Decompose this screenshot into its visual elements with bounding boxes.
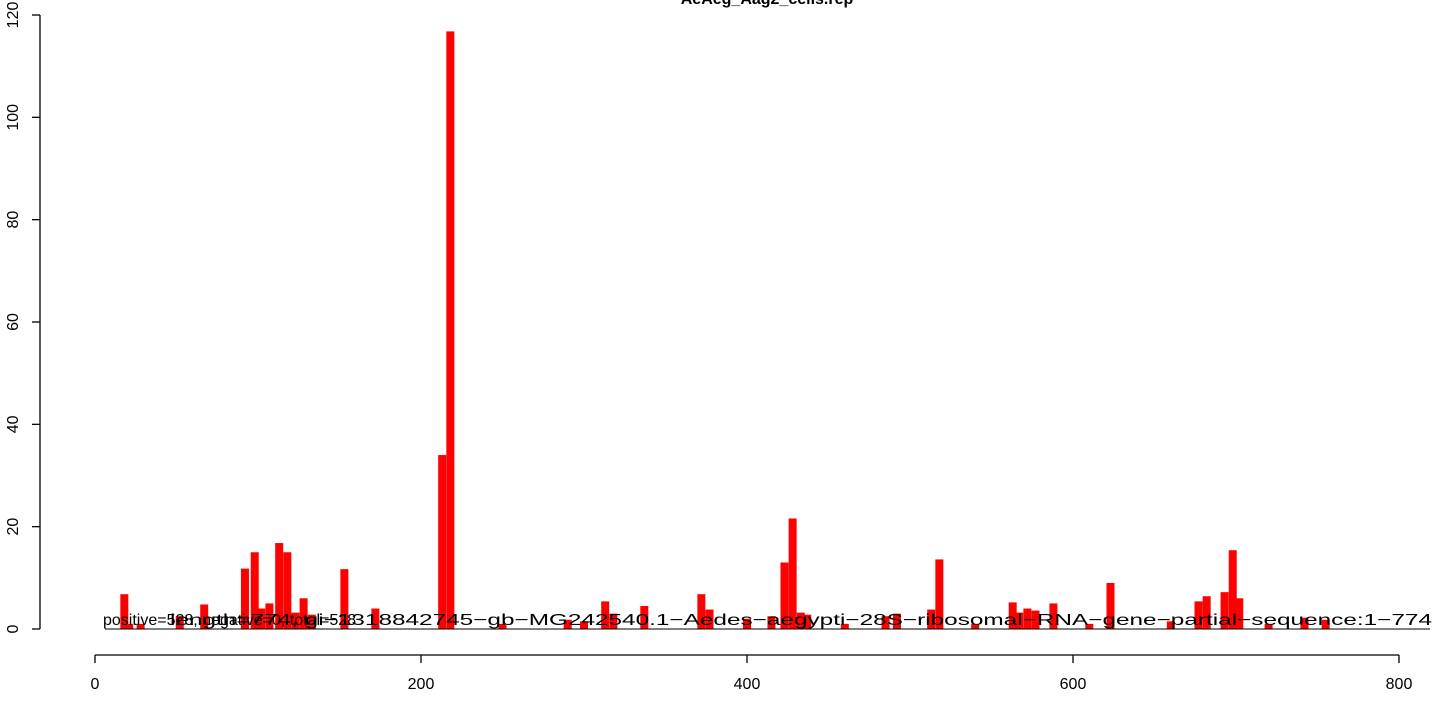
bar bbox=[1264, 623, 1273, 629]
bar bbox=[136, 623, 145, 629]
bar bbox=[438, 455, 447, 629]
bar bbox=[1194, 601, 1203, 629]
y-tick-label: 20 bbox=[5, 518, 22, 536]
bar bbox=[803, 614, 812, 629]
bar bbox=[580, 621, 588, 629]
chart-title: AeAeg_Aag2_cells.rep bbox=[681, 0, 854, 8]
y-tick-label: 100 bbox=[5, 104, 22, 131]
bar bbox=[250, 552, 259, 629]
y-tick-label: 40 bbox=[5, 415, 22, 433]
bar bbox=[881, 616, 890, 629]
bar bbox=[563, 619, 572, 629]
bar bbox=[640, 605, 649, 629]
y-tick-label: 0 bbox=[5, 624, 22, 633]
bar bbox=[265, 603, 274, 629]
bar bbox=[767, 616, 776, 629]
bar bbox=[120, 594, 129, 629]
bar bbox=[1220, 592, 1229, 629]
bar bbox=[840, 623, 849, 629]
bar bbox=[371, 608, 380, 629]
bar bbox=[1031, 610, 1040, 629]
bar bbox=[1235, 598, 1244, 629]
x-tick-label: 200 bbox=[408, 676, 435, 693]
bar bbox=[125, 623, 134, 629]
bar bbox=[240, 568, 249, 629]
bar bbox=[1228, 550, 1237, 629]
bar bbox=[1023, 608, 1032, 629]
bar bbox=[780, 562, 789, 629]
y-tick-label: 60 bbox=[5, 313, 22, 331]
x-tick-label: 600 bbox=[1060, 676, 1087, 693]
bar bbox=[291, 612, 300, 629]
bar bbox=[257, 608, 266, 629]
bar bbox=[307, 614, 316, 629]
bar bbox=[609, 613, 618, 629]
bar bbox=[1106, 582, 1115, 629]
bar bbox=[340, 569, 349, 629]
bar bbox=[927, 609, 936, 629]
bar bbox=[1321, 619, 1330, 629]
bar bbox=[1166, 621, 1175, 629]
bar bbox=[175, 616, 184, 629]
annotation: length=774, gi−1318842745−gb−MG242540.1−… bbox=[170, 612, 1432, 629]
annotation: positive=528, negative=0, total=528 bbox=[103, 612, 356, 629]
bar bbox=[743, 618, 751, 629]
bar bbox=[1049, 603, 1058, 629]
bar bbox=[1085, 623, 1094, 629]
bar bbox=[446, 31, 455, 629]
bar bbox=[283, 552, 292, 629]
bar bbox=[1008, 602, 1017, 629]
bar bbox=[1015, 612, 1024, 629]
x-tick-label: 800 bbox=[1386, 676, 1413, 693]
bar bbox=[299, 598, 308, 629]
bar bbox=[971, 623, 980, 629]
bar bbox=[935, 559, 944, 629]
bar bbox=[892, 613, 901, 629]
bar bbox=[601, 601, 610, 629]
y-tick-label: 80 bbox=[5, 211, 22, 229]
bar bbox=[697, 594, 706, 629]
bar bbox=[1300, 617, 1309, 629]
bar bbox=[788, 518, 797, 629]
bar bbox=[498, 623, 507, 629]
x-tick-label: 0 bbox=[91, 676, 100, 693]
x-tick-label: 400 bbox=[734, 676, 761, 693]
bar bbox=[705, 609, 714, 629]
bar bbox=[200, 604, 209, 629]
bar bbox=[796, 612, 805, 629]
bar bbox=[1202, 596, 1211, 629]
bar bbox=[275, 543, 284, 629]
y-tick-label: 120 bbox=[5, 2, 22, 29]
